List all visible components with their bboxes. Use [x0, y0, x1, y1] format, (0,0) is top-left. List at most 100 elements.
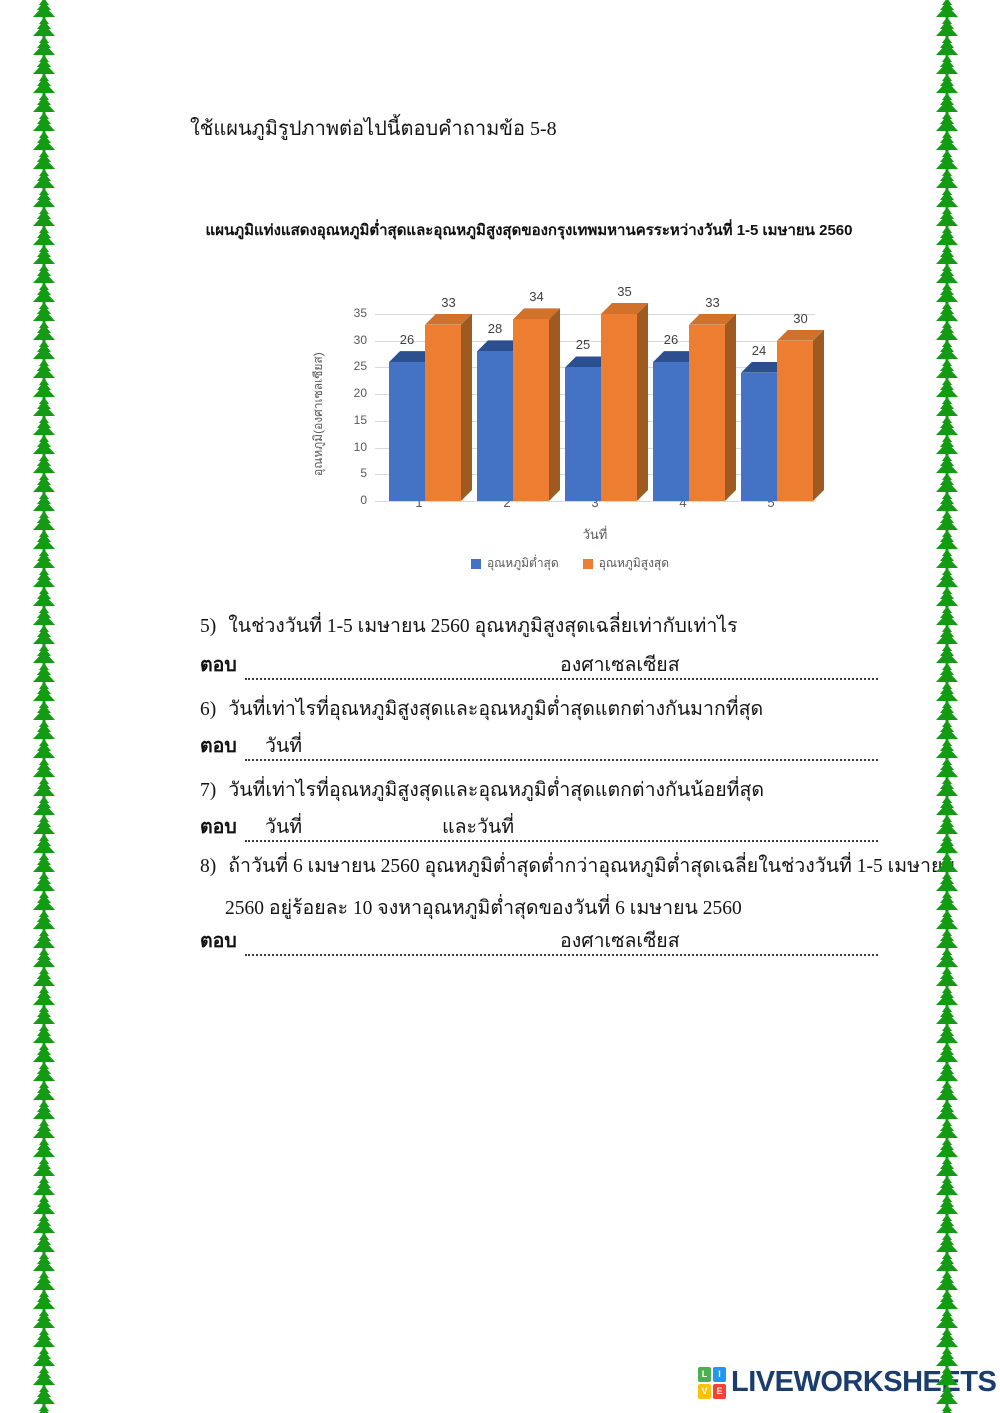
- bar-front-face: [389, 362, 425, 501]
- bar-top-face: [477, 340, 524, 351]
- tree-icon: [936, 1214, 958, 1236]
- y-tick-label: 5: [360, 466, 367, 481]
- question-number: 5): [200, 616, 217, 637]
- bar-side-face: [461, 314, 472, 501]
- bar-front-face: [689, 324, 725, 501]
- bar-chart: อุณหภูมิ(องศาเซลเซียส) 0 5 10 15 20 25 30 35 26 3…: [300, 262, 840, 584]
- bar-side-face: [813, 330, 824, 501]
- answer-row: ตอบ องศาเซลเซียส: [200, 650, 878, 680]
- tree-icon: [33, 644, 55, 666]
- legend-swatch-icon: [470, 558, 481, 569]
- logo-tile-i: I: [713, 1366, 726, 1382]
- tree-icon: [936, 1176, 958, 1198]
- bar-front-face: [565, 367, 601, 501]
- bar-value-label: 25: [575, 337, 591, 353]
- gridline: [375, 314, 815, 315]
- bar-value-label: 26: [399, 332, 415, 348]
- answer-row: ตอบ วันที่ และวันที่: [200, 812, 878, 842]
- question-number: 8): [200, 856, 217, 877]
- y-tick-label: 30: [353, 332, 367, 347]
- bar-top-face: [777, 330, 824, 341]
- answer-line-input[interactable]: องศาเซลเซียส: [245, 650, 878, 680]
- answer-line-text: องศาเซลเซียส: [560, 931, 680, 952]
- question-6-text: 6) วันที่เท่าไรที่อุณหภูมิสูงสุดและอุณหภู…: [200, 699, 764, 720]
- bar-top-face: [689, 314, 736, 325]
- x-tick-label: 4: [679, 495, 687, 510]
- answer-row: ตอบ วันที่: [200, 731, 878, 761]
- bar-side-face: [725, 314, 736, 501]
- logo-tile-v: V: [698, 1383, 711, 1399]
- answer-label: ตอบ: [200, 817, 237, 838]
- bar-side-face: [637, 303, 648, 501]
- bar-value-label: 35: [617, 284, 632, 299]
- tree-icon: [33, 1081, 55, 1103]
- answer-line-input[interactable]: วันที่ และวันที่: [245, 812, 878, 842]
- answer-label: ตอบ: [200, 931, 237, 952]
- tree-icon: [936, 55, 958, 77]
- gridline: [375, 501, 815, 502]
- answer-line-text: วันที่: [265, 736, 303, 757]
- tree-border-right: [934, 0, 960, 1413]
- bar-front-face: [477, 351, 513, 501]
- x-tick-label: 1: [415, 495, 423, 510]
- tree-icon: [936, 549, 958, 571]
- bar-top-face: [425, 314, 472, 325]
- tree-icon: [33, 1214, 55, 1236]
- legend-label: อุณหภูมิสูงสุด: [598, 556, 670, 570]
- bar-top-face: [389, 351, 436, 362]
- bar-side-face: [549, 308, 560, 501]
- bar-max-day-1: [425, 314, 472, 501]
- bar-value-label: 33: [441, 294, 456, 310]
- legend-swatch-icon: [582, 558, 593, 569]
- tree-icon: [39, 1404, 49, 1413]
- bar-max-day-2: [513, 308, 560, 501]
- bar-top-face: [513, 308, 560, 319]
- bar-front-face: [741, 372, 777, 501]
- question-5-text: 5) ในช่วงวันที่ 1-5 เมษายน 2560 อุณหภูมิส…: [200, 616, 738, 637]
- y-tick-label: 35: [353, 306, 367, 320]
- tree-icon: [936, 682, 958, 704]
- bar-front-face: [653, 362, 689, 501]
- bar-max-day-5: [777, 330, 824, 501]
- logo-tile-l: L: [698, 1366, 711, 1382]
- tree-icon: [936, 36, 958, 58]
- x-tick-label: 2: [503, 495, 511, 510]
- legend-item: อุณหภูมิสูงสุด: [582, 554, 670, 573]
- tree-icon: [33, 207, 55, 229]
- y-tick-label: 15: [353, 412, 367, 427]
- answer-line-text: องศาเซลเซียส: [560, 655, 680, 676]
- answer-line-input[interactable]: วันที่: [245, 731, 878, 761]
- question-8-text: 2560 อยู่ร้อยละ 10 จงหาอุณหภูมิต่ำสุดของ…: [225, 898, 742, 919]
- bar-top-face: [741, 362, 788, 373]
- chart-legend: อุณหภูมิต่ำสุด อุณหภูมิสูงสุด: [300, 554, 840, 573]
- chart-title: แผนภูมิแท่งแสดงอุณหภูมิต่ำสุดและอุณหภูมิ…: [205, 222, 853, 239]
- bar-value-label: 30: [793, 310, 808, 326]
- bar-value-label: 28: [487, 321, 503, 337]
- question-7-text: 7) วันที่เท่าไรที่อุณหภูมิสูงสุดและอุณหภู…: [200, 780, 765, 801]
- bar-front-face: [513, 319, 549, 501]
- tree-icon: [936, 1157, 958, 1179]
- answer-line-text: วันที่: [265, 817, 303, 838]
- question-8-text: 8) ถ้าวันที่ 6 เมษายน 2560 อุณหภูมิต่ำสุด…: [200, 856, 956, 877]
- answer-line-input[interactable]: องศาเซลเซียส: [245, 926, 878, 956]
- tree-icon: [33, 264, 55, 286]
- tree-icon: [33, 815, 55, 837]
- legend-label: อุณหภูมิต่ำสุด: [486, 556, 559, 570]
- x-axis-label: วันที่: [582, 527, 608, 542]
- bar-value-label: 33: [705, 294, 720, 310]
- tree-icon: [33, 1347, 55, 1369]
- bar-top-face: [565, 356, 612, 367]
- tree-border-left: [31, 0, 57, 1413]
- answer-label: ตอบ: [200, 736, 237, 757]
- plot-area: 0 5 10 15 20 25 30 35 26 33 28 34 25 35 26 33 24 30: [354, 274, 815, 507]
- bar-max-day-4: [689, 314, 736, 501]
- tree-icon: [33, 549, 55, 571]
- bar-value-label: 34: [529, 289, 544, 305]
- question-number: 6): [200, 699, 217, 720]
- x-tick-label: 3: [591, 495, 599, 510]
- tree-icon: [936, 815, 958, 837]
- tree-icon: [936, 891, 958, 913]
- bar-front-face: [601, 314, 637, 501]
